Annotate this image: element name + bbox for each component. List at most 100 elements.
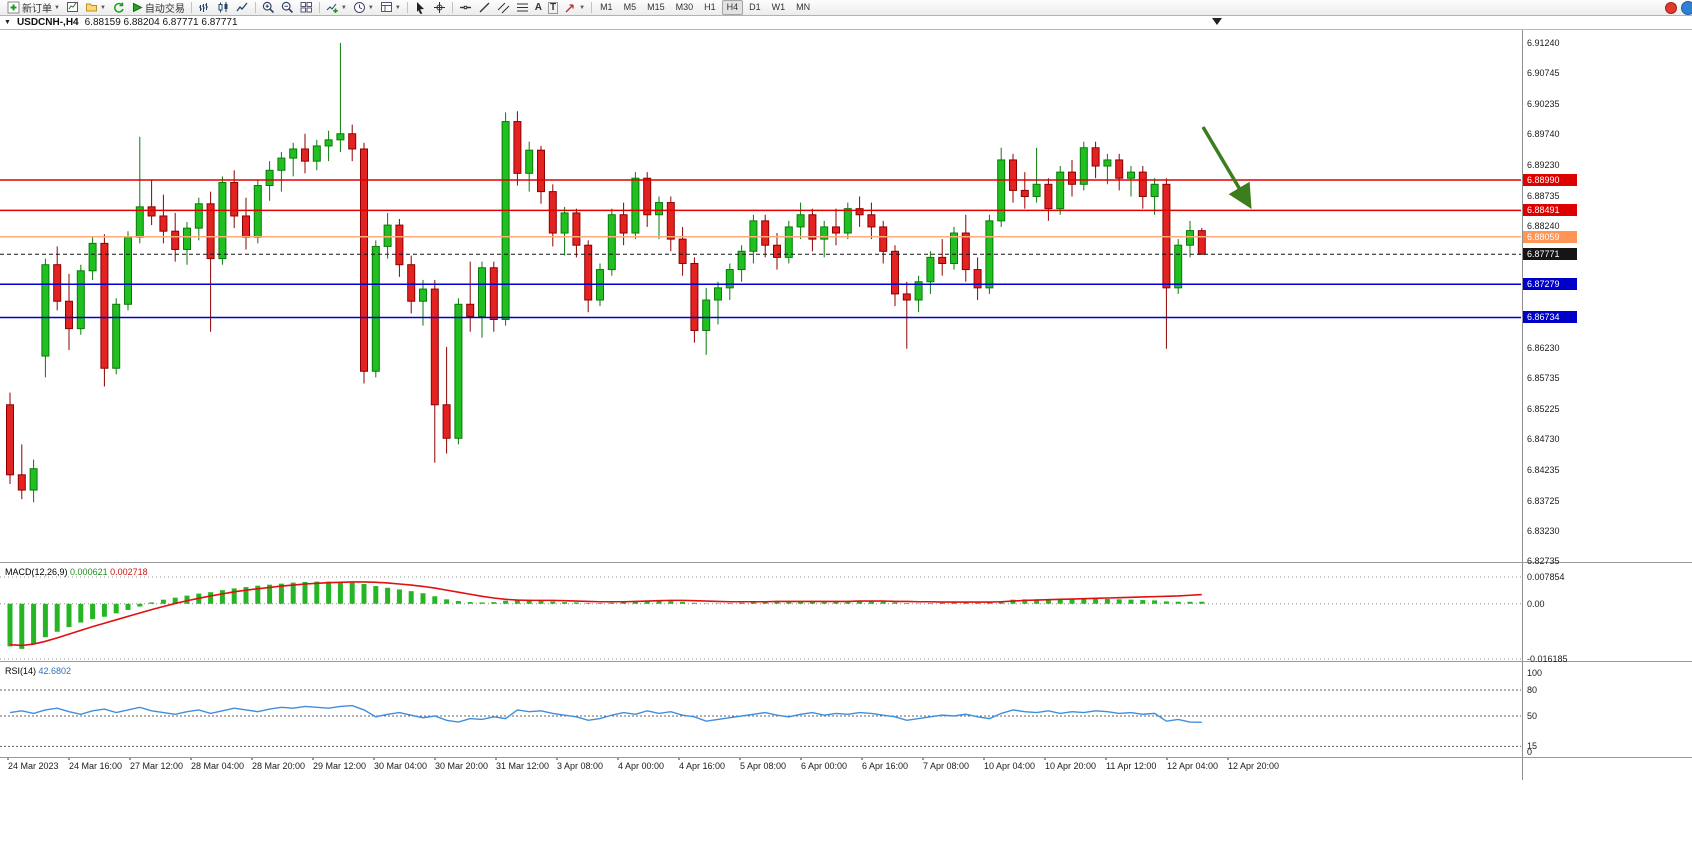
price-level-tag[interactable]: 6.87771 xyxy=(1523,248,1577,261)
timeframe-button-w1[interactable]: W1 xyxy=(771,2,786,12)
price-axis-label: 6.88735 xyxy=(1527,190,1560,201)
template-icon xyxy=(380,2,392,12)
arrows-tool[interactable]: ▼ xyxy=(561,1,588,15)
timeframe-button-h4[interactable]: H4 xyxy=(721,0,744,15)
label-tool-icon: T xyxy=(548,1,559,14)
indicators-icon xyxy=(326,3,338,13)
time-axis-label: 24 Mar 2023 xyxy=(8,761,59,771)
timeframe-button-m1[interactable]: M1 xyxy=(600,2,613,12)
chart-menu-toggle[interactable]: ▼ xyxy=(4,19,11,26)
new-order-icon xyxy=(7,1,20,14)
macd-signal-value: 0.002718 xyxy=(110,567,148,577)
rsi-axis-label: 15 xyxy=(1527,741,1538,752)
time-axis-label: 29 Mar 12:00 xyxy=(313,761,367,771)
candlestick-chart-button[interactable] xyxy=(214,1,233,15)
trendline-tool[interactable] xyxy=(475,1,494,15)
time-axis-label: 11 Apr 12:00 xyxy=(1106,761,1157,771)
new-order-label: 新订单 xyxy=(22,4,52,15)
macd-title: MACD(12,26,9) xyxy=(5,567,68,577)
macd-axis-label: 0.007854 xyxy=(1527,572,1565,582)
autotrading-label: 自动交易 xyxy=(144,4,185,15)
price-level-tag[interactable]: 6.86734 xyxy=(1523,311,1577,324)
panel-splitter[interactable] xyxy=(0,661,1692,662)
time-axis-label: 5 Apr 08:00 xyxy=(740,761,787,771)
profiles-button[interactable]: ▼ xyxy=(82,1,109,15)
price-level-tag[interactable]: 6.88491 xyxy=(1523,204,1577,217)
label-tool[interactable]: T xyxy=(545,1,561,15)
timeframe-button-m5[interactable]: M5 xyxy=(623,2,637,12)
chevron-down-icon: ▼ xyxy=(579,4,586,11)
text-tool[interactable]: A xyxy=(532,1,545,15)
text-tool-icon: A xyxy=(534,2,542,13)
play-icon xyxy=(132,2,143,13)
time-axis-label: 12 Apr 20:00 xyxy=(1228,761,1280,771)
panel-splitter[interactable] xyxy=(0,562,1692,563)
price-axis-label: 6.84235 xyxy=(1527,464,1560,475)
cursor-icon xyxy=(416,2,424,14)
price-axis-label: 6.85735 xyxy=(1527,373,1560,384)
toolbar-separator xyxy=(190,2,192,13)
chart-shift-marker[interactable] xyxy=(1212,18,1222,25)
periods-button[interactable]: ▼ xyxy=(350,1,377,15)
cursor-button[interactable] xyxy=(411,1,430,15)
chart-window-icon xyxy=(66,2,78,12)
chat-icon[interactable] xyxy=(1681,0,1692,15)
time-axis-label: 24 Mar 16:00 xyxy=(69,761,123,771)
tile-windows-button[interactable] xyxy=(297,1,316,15)
horizontal-line-tool[interactable] xyxy=(456,1,475,15)
price-axis-label: 6.83725 xyxy=(1527,495,1560,506)
templates-button[interactable]: ▼ xyxy=(377,1,404,15)
fibonacci-tool[interactable] xyxy=(513,1,532,15)
rsi-axis-label: 100 xyxy=(1527,667,1543,678)
bar-chart-button[interactable] xyxy=(195,1,214,15)
alert-icon[interactable] xyxy=(1665,1,1677,14)
chevron-down-icon: ▼ xyxy=(99,4,106,11)
channel-tool[interactable] xyxy=(494,1,513,15)
autotrading-button[interactable]: 自动交易 xyxy=(128,1,188,15)
clock-icon xyxy=(353,2,365,13)
chevron-down-icon: ▼ xyxy=(394,4,401,11)
rsi-axis-label: 50 xyxy=(1527,711,1538,721)
fibonacci-icon xyxy=(516,3,528,12)
macd-axis-label: -0.016185 xyxy=(1527,654,1568,664)
arrow-tool-icon xyxy=(565,4,574,13)
zoom-in-button[interactable] xyxy=(259,1,278,15)
equidistant-channel-icon xyxy=(497,2,510,14)
line-chart-icon xyxy=(236,2,248,12)
chart-window-button[interactable] xyxy=(63,1,82,15)
timeframe-button-d1[interactable]: D1 xyxy=(749,2,761,12)
panel-splitter[interactable] xyxy=(0,757,1692,758)
time-axis-label: 31 Mar 12:00 xyxy=(496,761,550,771)
crosshair-icon xyxy=(433,2,445,13)
refresh-button[interactable] xyxy=(109,1,128,15)
rsi-title: RSI(14) xyxy=(5,666,37,676)
chart-ohlc-values: 6.88159 6.88204 6.87771 6.87771 xyxy=(84,17,238,28)
indicators-button[interactable]: ▼ xyxy=(323,1,350,15)
timeframe-button-m30[interactable]: M30 xyxy=(675,2,694,12)
price-axis-label: 6.82735 xyxy=(1527,556,1560,566)
new-order-button[interactable]: 新订单 ▼ xyxy=(4,1,63,15)
trend-arrow-annotation[interactable] xyxy=(1201,126,1252,210)
candlestick-icon xyxy=(218,2,228,13)
rsi-value: 42.6802 xyxy=(38,666,72,676)
price-level-tag[interactable]: 6.88990 xyxy=(1523,174,1577,187)
chevron-down-icon: ▼ xyxy=(340,4,347,11)
chevron-down-icon: ▼ xyxy=(54,4,60,11)
time-axis-label: 28 Mar 04:00 xyxy=(191,761,245,771)
timeframe-button-h1[interactable]: H1 xyxy=(704,2,716,12)
price-level-tag[interactable]: 6.88059 xyxy=(1523,230,1577,243)
timeframe-button-mn[interactable]: MN xyxy=(796,2,811,12)
horizontal-line-icon xyxy=(459,5,471,10)
timeframe-button-m15[interactable]: M15 xyxy=(647,2,665,12)
zoom-in-icon xyxy=(262,1,274,14)
price-level-tag[interactable]: 6.87279 xyxy=(1523,278,1577,291)
price-axis-label: 6.84730 xyxy=(1527,434,1560,445)
main-toolbar: 新订单 ▼ ▼ 自动交易 ▼ ▼ ▼ xyxy=(0,0,1692,16)
zoom-out-button[interactable] xyxy=(278,1,297,15)
line-chart-button[interactable] xyxy=(233,1,252,15)
time-axis-label: 28 Mar 20:00 xyxy=(252,761,306,771)
macd-main-value: 0.000621 xyxy=(70,567,108,577)
price-axis-label: 6.89230 xyxy=(1527,160,1560,171)
crosshair-button[interactable] xyxy=(430,1,449,15)
